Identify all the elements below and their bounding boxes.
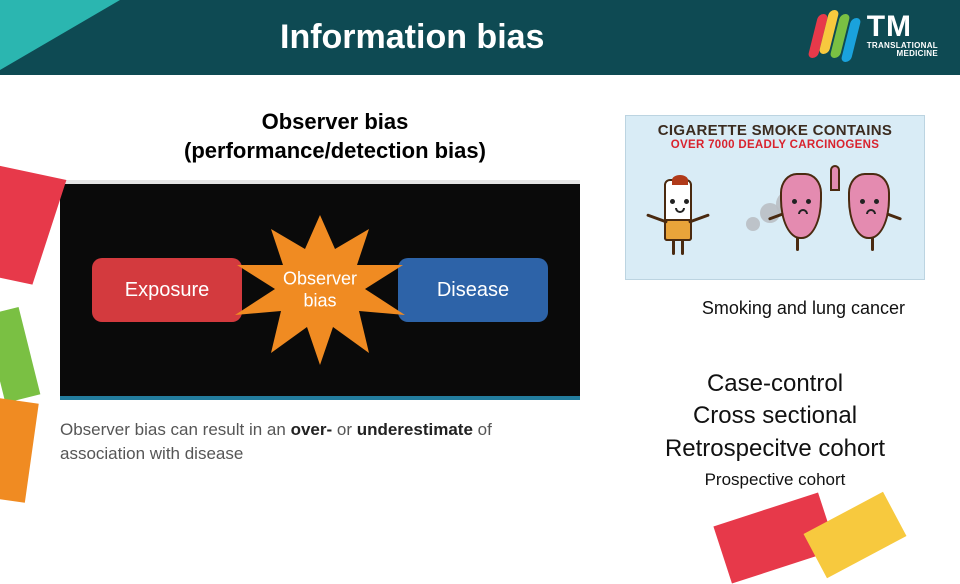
tm-logo: TM TRANSLATIONAL MEDICINE	[813, 10, 938, 60]
logo-sub2: MEDICINE	[867, 50, 938, 58]
study-type-2: Cross sectional	[625, 400, 925, 432]
example-label: Smoking and lung cancer	[702, 298, 905, 319]
cig-subtitle: OVER 7000 DEADLY CARCINOGENS	[626, 139, 924, 151]
study-type-prospective: Prospective cohort	[625, 469, 925, 492]
corner-accent	[0, 0, 120, 70]
diagram-panel: Exposure Disease Observer bias	[60, 180, 580, 400]
study-types: Case-control Cross sectional Retrospecit…	[625, 368, 925, 492]
exposure-box: Exposure	[92, 258, 242, 322]
subtitle-line1: Observer bias	[150, 108, 520, 137]
decor-orange	[0, 397, 39, 502]
logo-text: TM TRANSLATIONAL MEDICINE	[867, 12, 938, 58]
disease-box: Disease	[398, 258, 548, 322]
cig-illustration	[626, 151, 924, 266]
cigarette-panel: CIGARETTE SMOKE CONTAINS OVER 7000 DEADL…	[625, 115, 925, 280]
decor-red	[0, 165, 66, 284]
logo-tm: TM	[867, 12, 938, 42]
cig-title: CIGARETTE SMOKE CONTAINS	[626, 122, 924, 139]
cigarette-icon	[664, 179, 692, 241]
decor-green	[0, 307, 40, 403]
study-type-3: Retrospecitve cohort	[625, 433, 925, 465]
header-bar: Information bias TM TRANSLATIONAL MEDICI…	[0, 0, 960, 75]
study-type-1: Case-control	[625, 368, 925, 400]
starburst: Observer bias	[235, 215, 405, 365]
caption-text: Observer bias can result in an over- or …	[60, 418, 580, 466]
subtitle-line2: (performance/detection bias)	[150, 137, 520, 166]
starburst-text: Observer bias	[283, 268, 357, 311]
slide-title: Information bias	[280, 18, 544, 57]
subtitle-block: Observer bias (performance/detection bia…	[150, 108, 520, 165]
logo-mark	[813, 10, 859, 60]
